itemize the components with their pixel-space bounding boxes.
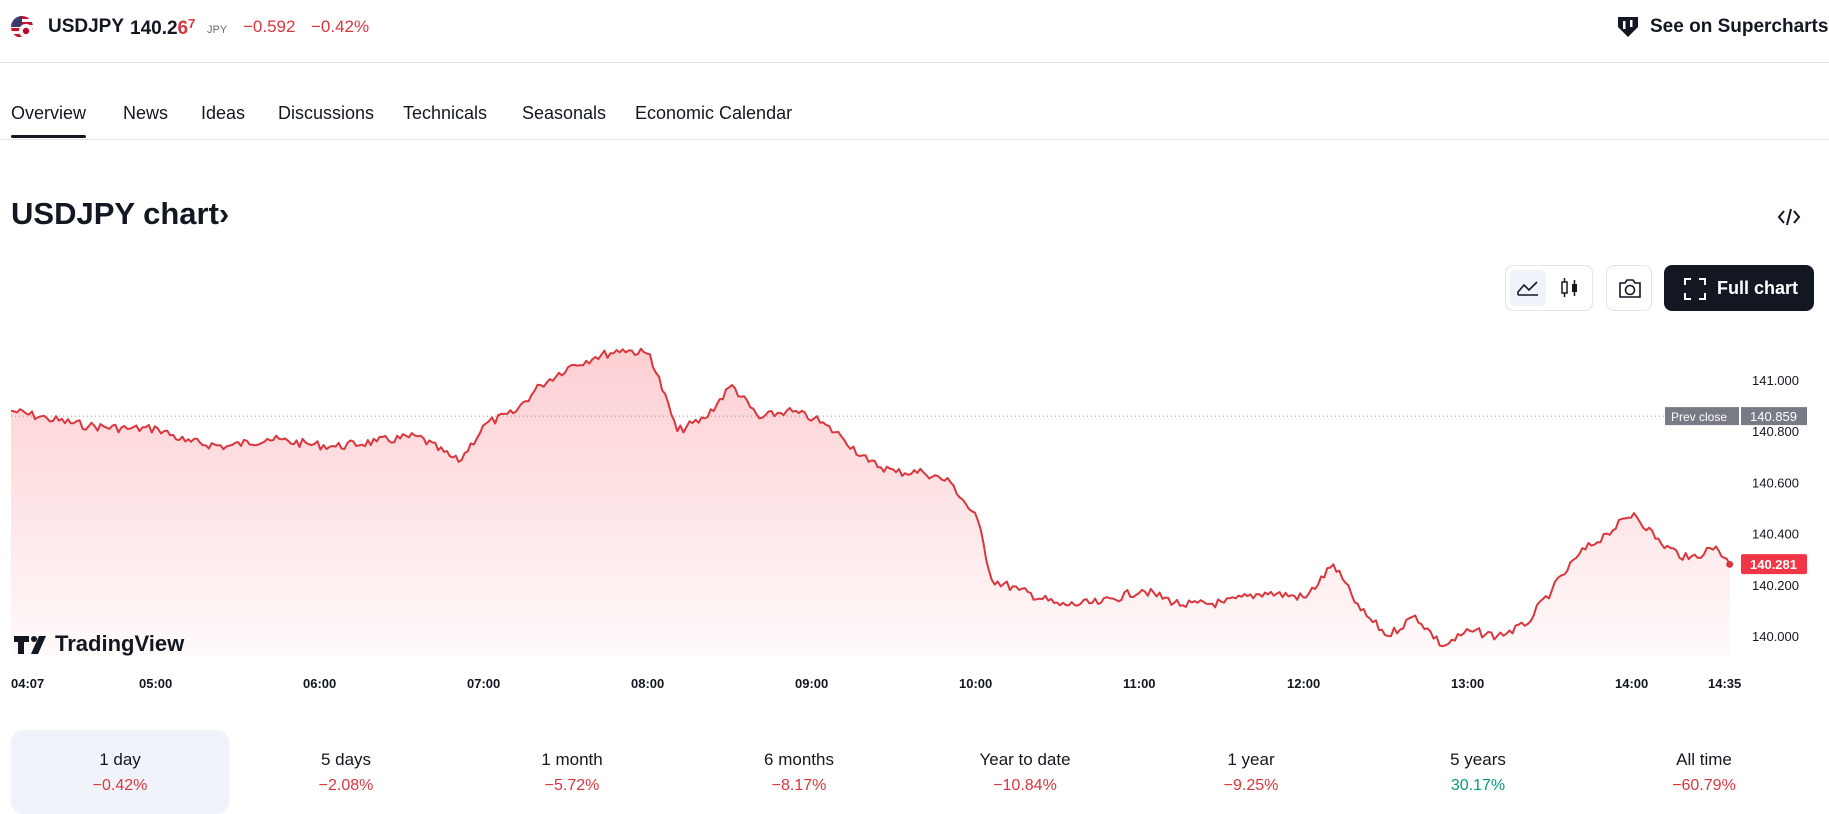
- period-all-time[interactable]: All time −60.79%: [1595, 730, 1813, 814]
- tab-overview[interactable]: Overview: [11, 103, 87, 138]
- x-tick-label: 12:00: [1287, 676, 1320, 691]
- price-change: −0.592: [243, 17, 296, 36]
- y-tick-label: 140.200: [1752, 578, 1799, 593]
- embed-code-icon[interactable]: [1776, 204, 1802, 230]
- period-5-days[interactable]: 5 days −2.08%: [237, 730, 455, 814]
- y-tick-label: 140.400: [1752, 527, 1799, 542]
- tab-technicals[interactable]: Technicals: [403, 103, 488, 123]
- period-change: −0.42%: [92, 777, 148, 794]
- x-tick-label: 06:00: [303, 676, 336, 691]
- period-change: −9.25%: [1223, 777, 1279, 794]
- time-axis: 04:07 05:00 06:00 07:00 08:00 09:00 10:00 11:00…: [11, 676, 1741, 691]
- tradingview-watermark: TradingView: [55, 631, 185, 656]
- price-axis: 141.000 140.800 140.600 140.400 140.200 140.0…: [1665, 373, 1807, 644]
- x-tick-label: 07:00: [467, 676, 500, 691]
- x-tick-label: 11:00: [1123, 676, 1156, 691]
- prev-close-value-badge: [1741, 407, 1807, 426]
- performance-periods: 1 day −0.42% 5 days −2.08% 1 month −5.72…: [0, 728, 1829, 814]
- full-chart-label: Full chart: [1717, 278, 1799, 298]
- x-tick-label: 10:00: [959, 676, 992, 691]
- price-pip-digit: 7: [188, 16, 196, 31]
- x-tick-label: 05:00: [139, 676, 172, 691]
- period-label: 1 month: [541, 750, 603, 769]
- period-label: 5 days: [320, 750, 372, 769]
- area-chart-button[interactable]: [1510, 270, 1546, 306]
- x-tick-label: 14:00: [1615, 676, 1648, 691]
- period-change: −10.84%: [993, 777, 1057, 794]
- prev-close-label: Prev close 140.859: [1665, 407, 1807, 426]
- usd-jpy-flag-icon: [11, 16, 33, 38]
- x-tick-label: 08:00: [631, 676, 664, 691]
- period-year-to-date[interactable]: Year to date −10.84%: [916, 730, 1134, 814]
- tab-ideas[interactable]: Ideas: [201, 103, 246, 123]
- price-series-line: [10, 347, 1731, 648]
- period-1-year[interactable]: 1 year −9.25%: [1142, 730, 1360, 814]
- price-main: 140.2: [130, 18, 178, 39]
- chart-title-link[interactable]: USDJPY chart›: [11, 196, 229, 232]
- price-chart[interactable]: 141.000 140.800 140.600 140.400 140.200 140.0…: [0, 320, 1829, 700]
- last-price-point: [1726, 560, 1734, 568]
- period-label: Year to date: [979, 750, 1071, 769]
- full-chart-button[interactable]: Full chart: [1664, 265, 1814, 311]
- last-price: 140.267: [130, 16, 195, 40]
- x-tick-label: 09:00: [795, 676, 828, 691]
- camera-icon: [1619, 279, 1641, 298]
- last-price-value: 140.281: [1750, 557, 1797, 572]
- x-tick-label: 14:35: [1708, 676, 1741, 691]
- chart-style-group: [1505, 265, 1593, 311]
- period-change: −60.79%: [1672, 777, 1736, 794]
- last-price-badge-bg: [1741, 554, 1807, 575]
- currency-label: JPY: [207, 24, 228, 36]
- snapshot-button[interactable]: [1606, 265, 1652, 311]
- candles-icon: [1561, 278, 1577, 297]
- prev-close-text: Prev close: [1671, 410, 1727, 424]
- chart-plot: [10, 347, 1734, 655]
- price-change-percent: −0.42%: [311, 17, 370, 36]
- period-change: −5.72%: [544, 777, 600, 794]
- chevron-right-icon: ›: [218, 196, 230, 231]
- x-tick-label: 13:00: [1451, 676, 1484, 691]
- see-on-supercharts-button[interactable]: See on Supercharts: [1650, 16, 1829, 37]
- period-change: 30.17%: [1450, 777, 1506, 794]
- period-label: 5 years: [1450, 750, 1506, 769]
- last-price-badge: 140.281: [1741, 554, 1807, 575]
- price-area-fill: [11, 348, 1730, 655]
- chart-title-text: USDJPY chart: [11, 196, 219, 231]
- period-change: −8.17%: [771, 777, 827, 794]
- tab-seasonals[interactable]: Seasonals: [522, 103, 607, 123]
- period-6-months[interactable]: 6 months −8.17%: [690, 730, 908, 814]
- prev-close-badge: [1665, 407, 1739, 426]
- fullscreen-icon: [1684, 278, 1706, 300]
- y-tick-label: 140.600: [1752, 475, 1799, 490]
- symbol-name: USDJPY: [48, 16, 125, 37]
- area-chart-icon: [1517, 281, 1538, 296]
- price-fraction-digit: 6: [177, 18, 189, 39]
- period-label: 1 year: [1227, 750, 1275, 769]
- y-tick-label: 141.000: [1752, 373, 1799, 388]
- y-tick-label: 140.000: [1752, 629, 1799, 644]
- x-tick-label: 04:07: [11, 676, 44, 691]
- prev-close-value: 140.859: [1750, 409, 1797, 424]
- symbol-header: USDJPY 140.267 JPY −0.592 −0.42% See on …: [0, 0, 1829, 63]
- tab-discussions[interactable]: Discussions: [278, 103, 375, 123]
- period-label: 1 day: [99, 750, 141, 769]
- tradingview-logo: TradingView: [14, 631, 185, 656]
- candles-chart-button[interactable]: [1552, 270, 1588, 306]
- tab-economic-calendar[interactable]: Economic Calendar: [635, 103, 793, 123]
- tab-news[interactable]: News: [123, 103, 169, 123]
- period-label: All time: [1676, 750, 1732, 769]
- section-tabs: Overview News Ideas Discussions Technica…: [0, 63, 1829, 140]
- period-1-month[interactable]: 1 month −5.72%: [463, 730, 681, 814]
- period-5-years[interactable]: 5 years 30.17%: [1369, 730, 1587, 814]
- period-1-day[interactable]: 1 day −0.42%: [11, 730, 229, 814]
- period-label: 6 months: [764, 750, 834, 769]
- supercharts-icon[interactable]: [1614, 12, 1642, 40]
- y-tick-label: 140.800: [1752, 424, 1799, 439]
- period-change: −2.08%: [318, 777, 374, 794]
